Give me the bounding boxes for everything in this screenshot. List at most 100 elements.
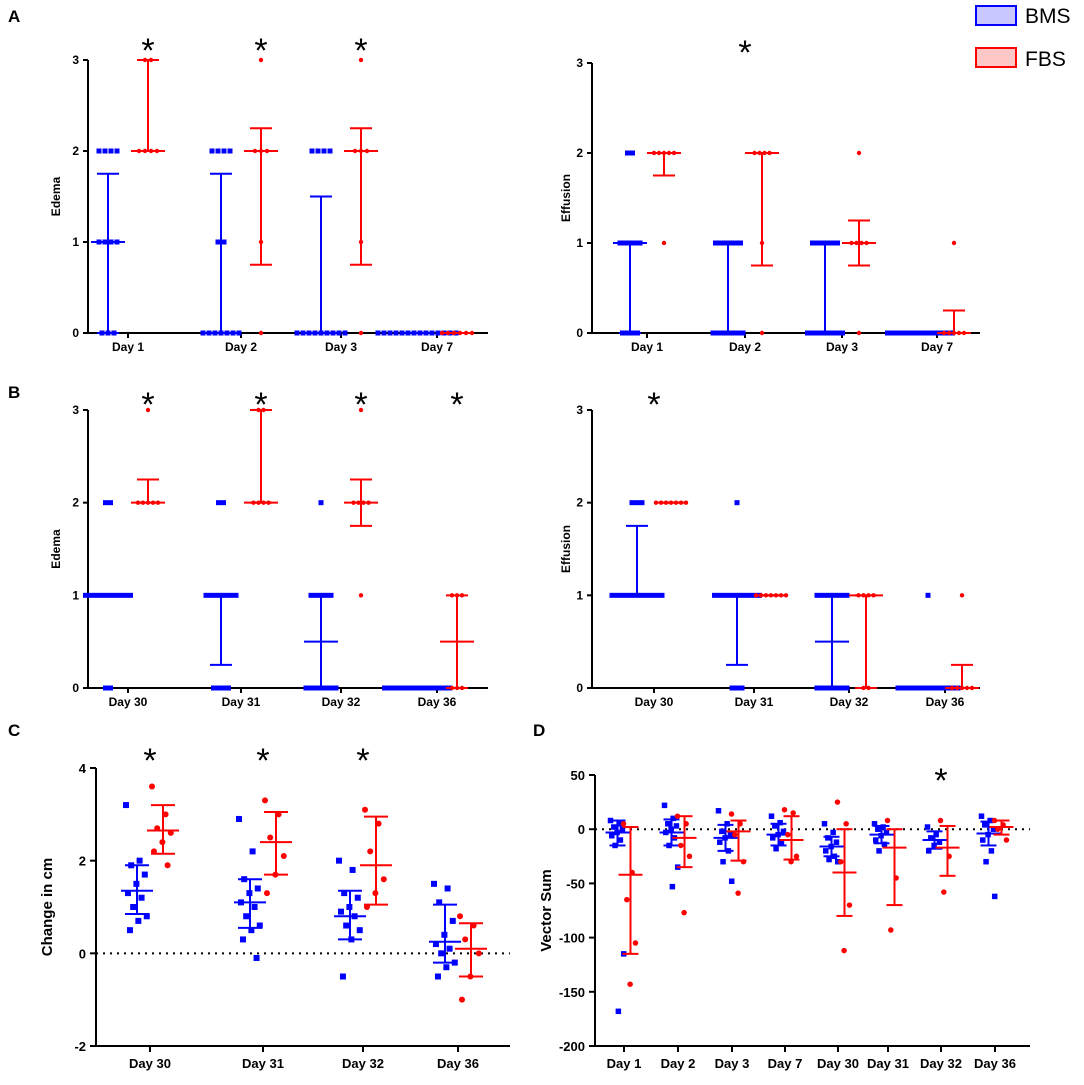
data-point-fbs bbox=[458, 996, 465, 1003]
y-axis-label: Change in cm bbox=[39, 858, 56, 956]
y-axis-label: Effusion bbox=[559, 174, 573, 222]
data-point-bms bbox=[392, 685, 397, 691]
x-tick-label: Day 32 bbox=[920, 1056, 962, 1071]
data-point-bms bbox=[226, 685, 231, 691]
data-point-bms bbox=[873, 837, 879, 843]
data-point-bms bbox=[673, 823, 680, 829]
data-point-bms bbox=[669, 883, 676, 890]
data-point-bms bbox=[251, 904, 258, 910]
legend-label-fbs: FBS bbox=[1025, 48, 1066, 71]
data-point-bms bbox=[135, 917, 142, 924]
data-point-fbs bbox=[367, 848, 374, 855]
y-tick-label: -150 bbox=[559, 985, 585, 1000]
data-point-bms bbox=[446, 945, 453, 952]
data-point-fbs bbox=[162, 811, 169, 818]
y-tick-label: 2 bbox=[576, 146, 583, 160]
data-point-bms bbox=[356, 927, 363, 934]
panel-letter-d: D bbox=[533, 721, 545, 740]
x-tick-label: Day 36 bbox=[926, 695, 965, 709]
data-point-bms bbox=[209, 148, 215, 154]
data-point-bms bbox=[434, 973, 441, 980]
x-tick-label: Day 30 bbox=[129, 1056, 171, 1071]
data-point-bms bbox=[712, 592, 717, 598]
y-tick-label: 3 bbox=[576, 56, 583, 70]
data-point-bms bbox=[216, 685, 221, 691]
panel-letter-b: B bbox=[8, 383, 20, 402]
data-point-bms bbox=[900, 330, 905, 336]
x-tick-label: Day 2 bbox=[729, 340, 761, 354]
data-point-bms bbox=[617, 837, 624, 843]
data-point-bms bbox=[126, 927, 133, 934]
data-point-bms bbox=[397, 685, 402, 691]
data-point-bms bbox=[738, 240, 743, 246]
data-point-bms bbox=[614, 592, 620, 598]
data-point-fbs bbox=[959, 593, 965, 598]
data-point-bms bbox=[102, 148, 108, 154]
significance-star: * bbox=[143, 742, 156, 780]
data-point-bms bbox=[814, 592, 820, 598]
data-point-fbs bbox=[624, 896, 630, 903]
legend-item-fbs: FBS bbox=[975, 47, 1066, 71]
y-axis-label: Vector Sum bbox=[538, 869, 555, 952]
y-tick-label: 0 bbox=[79, 946, 86, 961]
data-point-bms bbox=[615, 1008, 622, 1015]
data-point-bms bbox=[221, 685, 226, 691]
data-point-bms bbox=[727, 831, 734, 838]
data-point-bms bbox=[978, 813, 985, 819]
data-point-bms bbox=[143, 913, 150, 920]
data-point-fbs bbox=[834, 799, 841, 805]
legend-label-bms: BMS bbox=[1025, 5, 1071, 28]
data-point-bms bbox=[341, 890, 348, 897]
data-point-bms bbox=[318, 500, 324, 506]
data-point-fbs bbox=[380, 876, 387, 883]
significance-star: * bbox=[354, 32, 367, 70]
data-point-bms bbox=[200, 330, 206, 336]
data-point-fbs bbox=[457, 913, 463, 920]
data-point-bms bbox=[333, 685, 339, 691]
data-point-bms bbox=[381, 330, 387, 336]
y-tick-label: 3 bbox=[576, 403, 583, 417]
data-point-bms bbox=[982, 822, 988, 828]
data-point-bms bbox=[835, 240, 840, 246]
data-point-bms bbox=[629, 500, 635, 506]
data-point-bms bbox=[339, 973, 346, 980]
data-point-bms bbox=[382, 685, 387, 691]
data-point-bms bbox=[108, 685, 113, 691]
data-point-bms bbox=[717, 839, 723, 845]
data-point-bms bbox=[876, 848, 882, 854]
data-point-fbs bbox=[846, 902, 853, 908]
data-point-bms bbox=[442, 685, 447, 691]
data-point-fbs bbox=[951, 240, 957, 246]
data-point-bms bbox=[253, 954, 260, 961]
data-point-bms bbox=[236, 330, 242, 336]
data-point-bms bbox=[616, 821, 622, 827]
data-point-bms bbox=[717, 592, 722, 598]
y-axis-label: Edema bbox=[49, 529, 63, 569]
y-axis-label: Effusion bbox=[559, 525, 573, 573]
data-point-bms bbox=[315, 148, 321, 154]
data-point-bms bbox=[342, 330, 348, 336]
y-tick-label: 0 bbox=[576, 681, 583, 695]
significance-star: * bbox=[141, 386, 154, 424]
chart-d-vector-sum: -200 -150 -100 -50 0 50 Vector Sum Day 1 Day 2 Da… bbox=[538, 762, 1030, 1071]
y-tick-label: 3 bbox=[72, 53, 79, 67]
data-point-bms bbox=[883, 829, 890, 836]
panel-letter-a: A bbox=[8, 7, 20, 26]
data-point-bms bbox=[881, 841, 888, 848]
data-point-fbs bbox=[856, 330, 862, 336]
data-point-fbs bbox=[375, 820, 382, 827]
data-point-bms bbox=[936, 839, 943, 845]
data-point-bms bbox=[309, 148, 315, 154]
data-point-bms bbox=[443, 964, 450, 971]
data-point-fbs bbox=[735, 890, 741, 896]
data-point-bms bbox=[375, 330, 381, 336]
data-point-fbs bbox=[258, 330, 264, 336]
x-tick-label: Day 30 bbox=[817, 1056, 859, 1071]
data-point-bms bbox=[123, 802, 129, 809]
data-point-fbs bbox=[362, 806, 368, 813]
data-point-bms bbox=[141, 871, 148, 878]
data-point-bms bbox=[321, 148, 327, 154]
data-point-bms bbox=[611, 824, 617, 830]
data-point-bms bbox=[734, 500, 740, 506]
data-point-bms bbox=[449, 917, 456, 924]
